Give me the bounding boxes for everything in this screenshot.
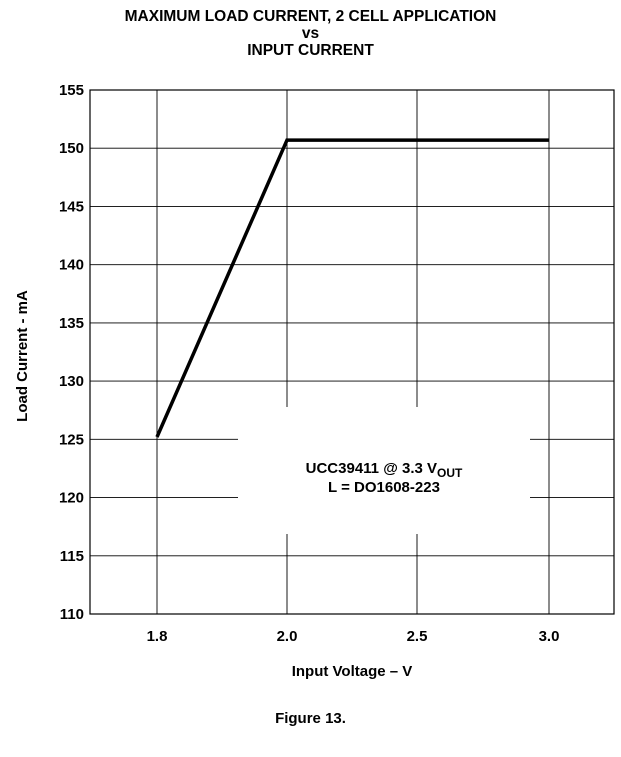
chart-title-line-3: INPUT CURRENT [247, 42, 374, 59]
y-tick-label: 120 [59, 490, 84, 507]
y-tick-labels: 110 115 120 125 130 135 140 145 150 155 [59, 82, 84, 623]
annotation-line-1-subscript: OUT [437, 466, 463, 480]
y-tick-label: 140 [59, 257, 84, 274]
y-tick-label: 150 [59, 140, 84, 157]
annotation-line-2: L = DO1608-223 [328, 479, 440, 496]
figure-caption: Figure 13. [275, 710, 346, 727]
grid-lines [90, 89, 614, 615]
chart-title-line-1: MAXIMUM LOAD CURRENT, 2 CELL APPLICATION [124, 8, 497, 25]
series-line [155, 138, 549, 438]
x-axis-label: Input Voltage – V [292, 663, 413, 680]
y-tick-label: 115 [60, 548, 84, 565]
annotation-line-1-main: UCC39411 @ 3.3 V [306, 460, 437, 477]
y-tick-label: 130 [59, 373, 84, 390]
series-group [155, 138, 549, 438]
x-tick-labels: 1.8 2.0 2.5 3.0 [147, 628, 560, 645]
y-tick-label: 135 [59, 315, 84, 332]
plot-frame [89, 89, 615, 615]
x-tick-label: 2.0 [277, 628, 298, 645]
chart-title-line-2: vs [301, 25, 320, 42]
y-tick-label: 125 [59, 431, 84, 448]
y-axis-label: Load Current - mA [14, 290, 31, 422]
x-tick-label: 2.5 [407, 628, 428, 645]
y-tick-label: 155 [59, 82, 84, 99]
x-tick-label: 3.0 [539, 628, 560, 645]
line-chart: 110 115 120 125 130 135 140 145 150 155 1.8 2.0 2.5… [14, 82, 615, 680]
annotation-line-1: UCC39411 @ 3.3 VOUT [306, 460, 463, 480]
y-tick-label: 145 [59, 198, 84, 215]
annotation-background [238, 407, 530, 534]
x-tick-label: 1.8 [147, 628, 168, 645]
y-tick-label: 110 [60, 606, 84, 623]
